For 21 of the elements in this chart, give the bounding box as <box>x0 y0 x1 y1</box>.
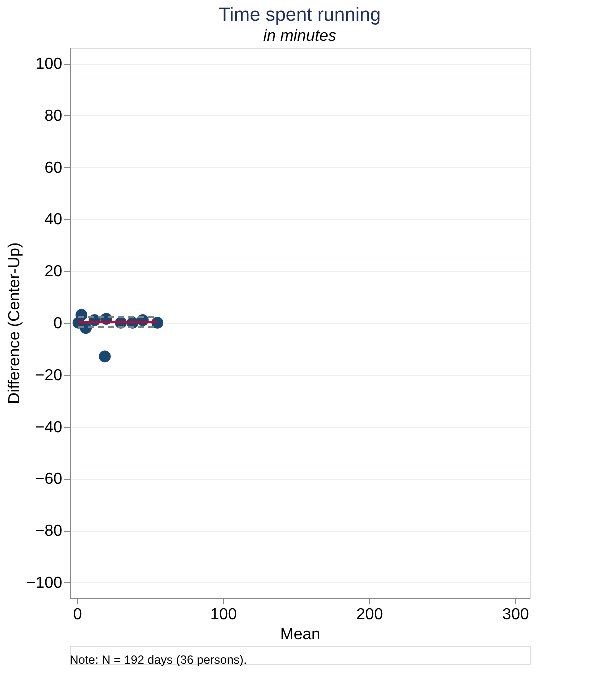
x-tick-label: 0 <box>73 606 82 624</box>
x-tick-label: 100 <box>210 606 238 624</box>
x-tick-label: 200 <box>356 606 384 624</box>
x-axis-title: Mean <box>280 626 321 644</box>
y-tick-label: −20 <box>35 367 63 384</box>
y-tick-label: −40 <box>35 419 63 436</box>
point <box>99 350 111 363</box>
y-tick-label: −60 <box>35 471 63 488</box>
y-tick-label: 0 <box>54 316 63 332</box>
chart-subtitle: in minutes <box>264 28 336 45</box>
y-tick-label: 60 <box>44 160 63 177</box>
y-tick-label: 100 <box>36 56 63 74</box>
y-tick-label: −80 <box>35 523 63 540</box>
y-tick-label: −100 <box>26 574 63 592</box>
chart-title: Time spent running <box>219 5 381 26</box>
y-tick-label: 20 <box>44 264 63 281</box>
y-axis-title: Difference (Center-Up) <box>6 242 24 404</box>
text: Note: N = 192 days (36 persons). <box>70 653 248 667</box>
y-tick-label: 80 <box>44 108 63 125</box>
y-tick-label: 40 <box>44 212 63 229</box>
x-tick-label: 300 <box>502 606 530 624</box>
